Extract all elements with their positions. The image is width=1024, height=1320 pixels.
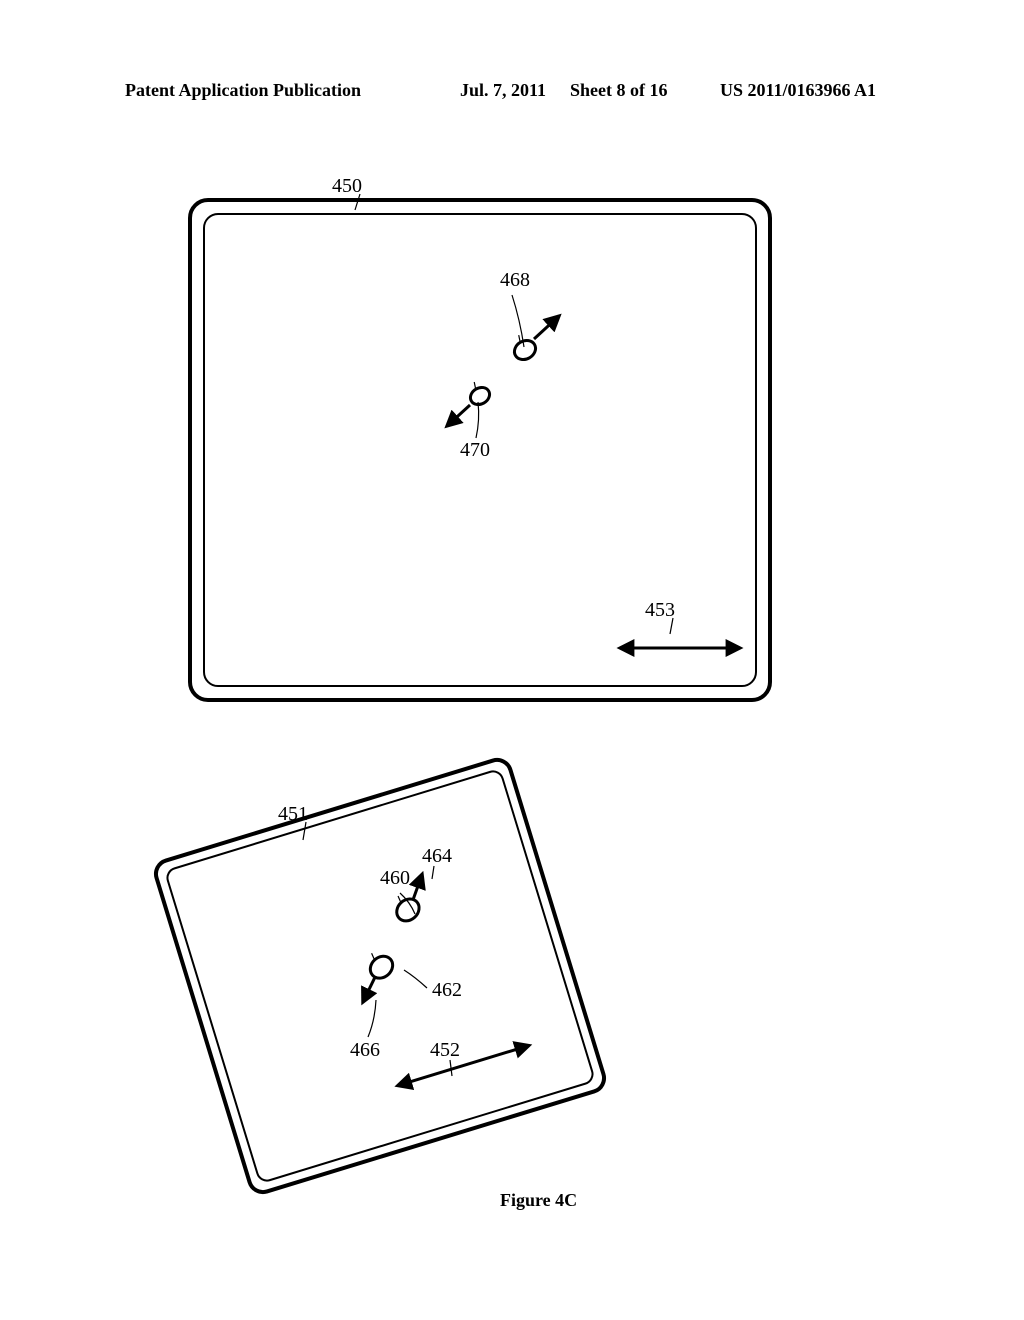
figure-caption: Figure 4C xyxy=(500,1190,577,1211)
header-left: Patent Application Publication xyxy=(125,80,361,101)
header-date: Jul. 7, 2011 xyxy=(460,80,546,101)
figure-svg: 450 468 470 453 451 464 460 462 466 452 xyxy=(0,120,1024,1300)
page: Patent Application Publication Jul. 7, 2… xyxy=(0,0,1024,1320)
svg-text:462: 462 xyxy=(432,979,462,1001)
page-header: Patent Application Publication Jul. 7, 2… xyxy=(0,80,1024,110)
svg-text:468: 468 xyxy=(500,269,530,291)
header-sheet: Sheet 8 of 16 xyxy=(570,80,668,101)
svg-text:450: 450 xyxy=(332,175,362,197)
svg-text:464: 464 xyxy=(422,845,452,867)
svg-text:466: 466 xyxy=(350,1039,380,1061)
svg-text:452: 452 xyxy=(430,1039,460,1061)
svg-text:453: 453 xyxy=(645,599,675,621)
figures-area: 450 468 470 453 451 464 460 462 466 452 Figure 4C xyxy=(0,120,1024,1300)
header-pubno: US 2011/0163966 A1 xyxy=(720,80,876,101)
svg-text:451: 451 xyxy=(278,803,308,825)
svg-text:460: 460 xyxy=(380,867,410,889)
svg-text:470: 470 xyxy=(460,439,490,461)
